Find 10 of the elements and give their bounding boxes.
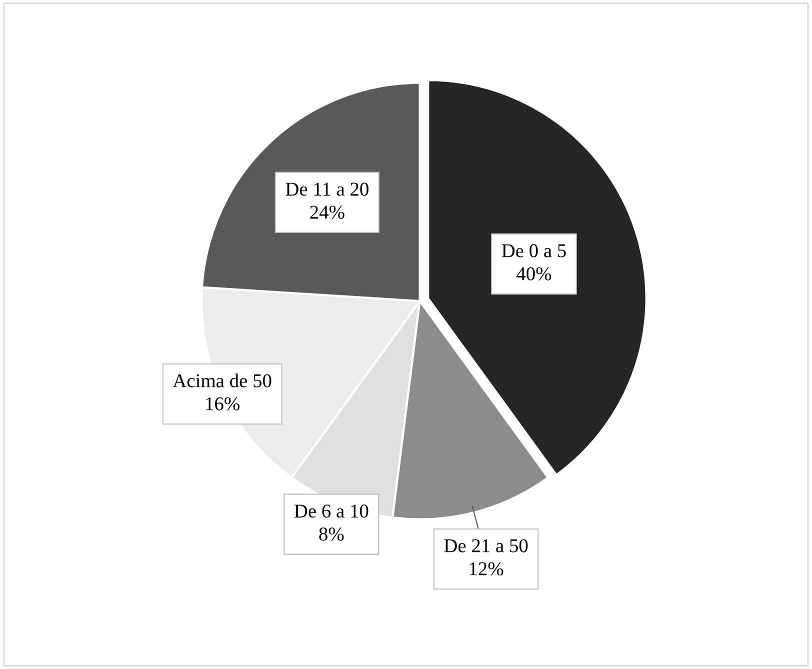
slice-label: De 11 a 20 — [286, 182, 368, 196]
data-label: 16% — [206, 397, 240, 410]
data-label: 40% — [516, 267, 552, 280]
slice-label: De 21 a 50 — [444, 539, 528, 552]
data-label: 8% — [319, 528, 344, 541]
slice-label: De 0 a 5 — [502, 244, 566, 258]
data-label: 24% — [310, 206, 344, 219]
slice-label: Acima de 50 — [172, 374, 272, 388]
data-label: 12% — [470, 562, 504, 576]
slice-label: De 6 a 10 — [294, 504, 368, 518]
